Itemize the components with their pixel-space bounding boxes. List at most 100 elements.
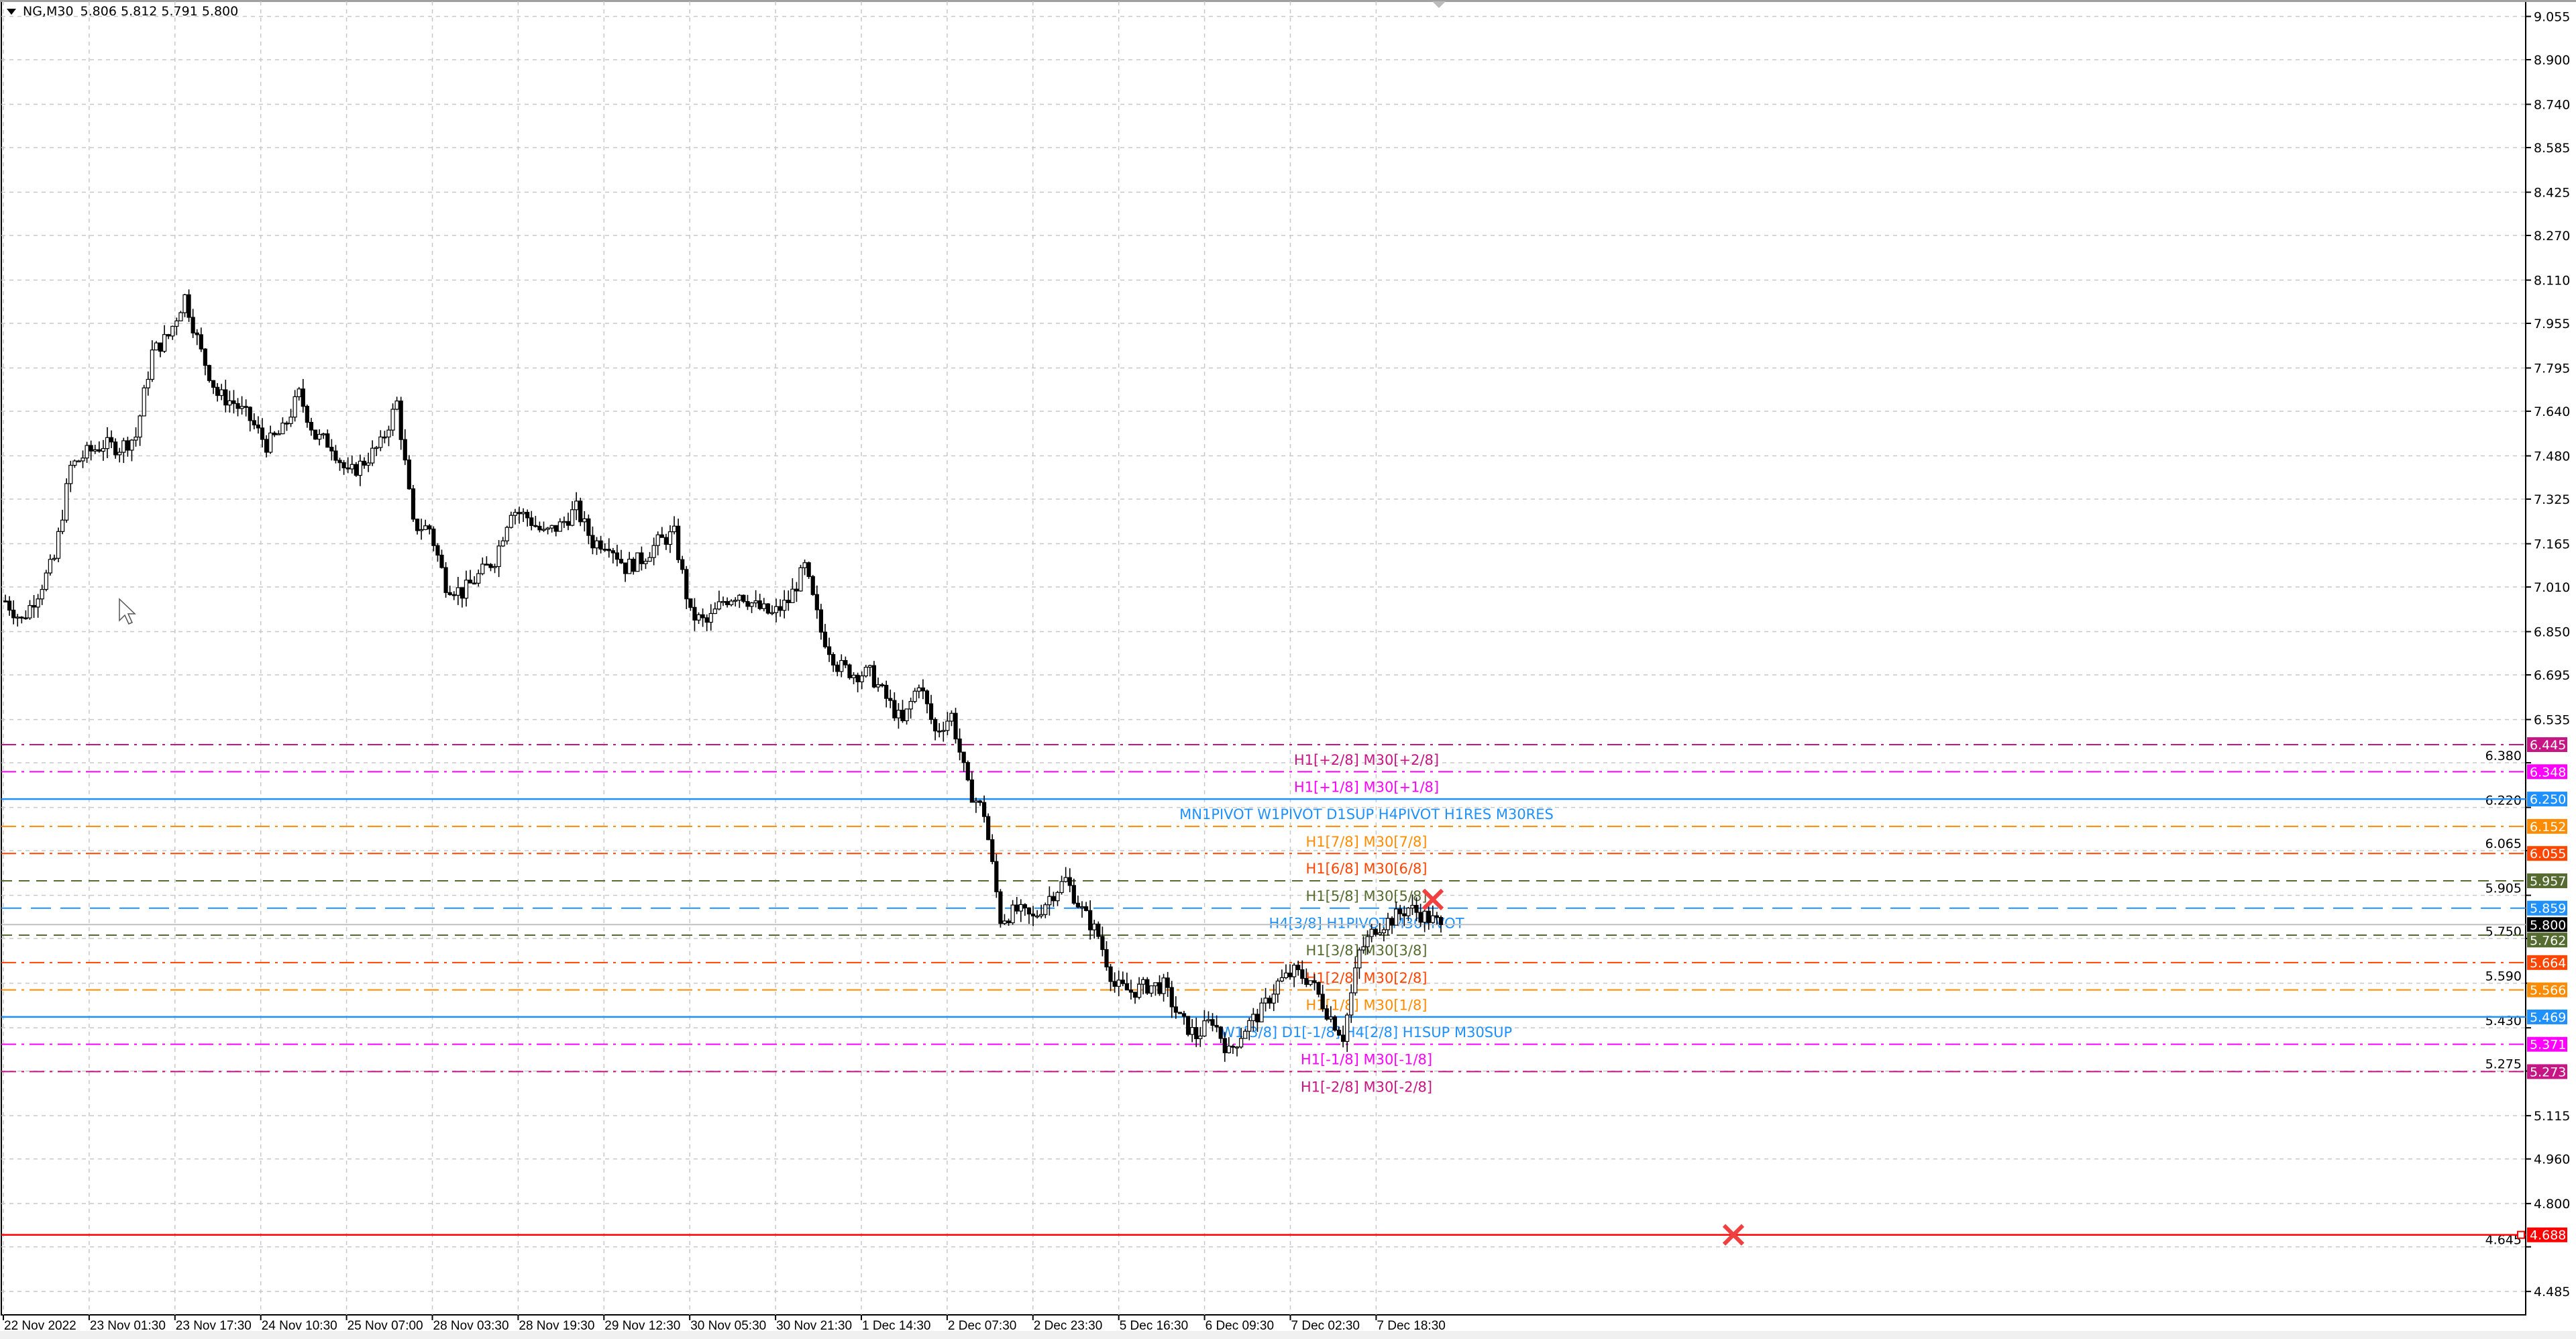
level-label: H1[+1/8] M30[+1/8] bbox=[1294, 779, 1439, 795]
candle bbox=[521, 512, 526, 515]
candle bbox=[1120, 979, 1125, 984]
candle bbox=[631, 558, 636, 572]
price-tag-label: 6.152 bbox=[2530, 820, 2566, 835]
candle bbox=[297, 388, 301, 397]
candle bbox=[1292, 965, 1297, 977]
candle bbox=[423, 525, 428, 531]
candle bbox=[900, 710, 905, 721]
candle bbox=[773, 606, 779, 613]
candle bbox=[610, 550, 615, 553]
level-label: H1[7/8] M30[7/8] bbox=[1305, 834, 1427, 850]
price-tag-label: 5.664 bbox=[2530, 956, 2566, 971]
candle bbox=[1398, 908, 1403, 914]
level-label: H1[-1/8] M30[-1/8] bbox=[1301, 1052, 1432, 1068]
candle bbox=[301, 388, 305, 407]
candle bbox=[1287, 972, 1293, 977]
candle bbox=[407, 460, 411, 490]
candle bbox=[1316, 982, 1321, 995]
candle bbox=[492, 566, 497, 568]
candle bbox=[969, 780, 974, 803]
candle bbox=[794, 588, 799, 592]
candle bbox=[178, 312, 183, 321]
candle bbox=[696, 614, 701, 621]
candle bbox=[1141, 979, 1146, 985]
price-tag-label: 4.688 bbox=[2530, 1228, 2566, 1243]
candle bbox=[1185, 1016, 1191, 1035]
candle bbox=[1063, 877, 1068, 882]
candle bbox=[986, 816, 991, 841]
candle bbox=[19, 617, 24, 619]
candle bbox=[256, 424, 261, 429]
candle bbox=[937, 731, 942, 733]
candle bbox=[85, 445, 89, 459]
price-tag bbox=[2527, 792, 2567, 807]
candle bbox=[855, 674, 860, 682]
x-tick-label: 23 Nov 01:30 bbox=[90, 1319, 166, 1333]
candle bbox=[211, 380, 216, 388]
candle bbox=[712, 608, 717, 614]
triangle-down-icon[interactable] bbox=[7, 8, 16, 15]
price-tag-label: 5.859 bbox=[2530, 902, 2566, 916]
y-tick-label: 5.430 bbox=[2485, 1014, 2522, 1028]
candle bbox=[93, 449, 97, 451]
candle bbox=[957, 738, 962, 753]
candle bbox=[716, 601, 722, 610]
candle bbox=[651, 545, 656, 558]
candle bbox=[965, 762, 970, 781]
candle bbox=[517, 512, 522, 515]
candle bbox=[594, 540, 599, 549]
x-tick-label: 28 Nov 19:30 bbox=[519, 1319, 594, 1333]
candle bbox=[411, 488, 416, 520]
y-tick-label: 8.110 bbox=[2534, 274, 2570, 288]
y-tick-label: 6.380 bbox=[2485, 749, 2522, 763]
chart-header: NG,M30 5.806 5.812 5.791 5.800 bbox=[7, 4, 238, 19]
candle bbox=[415, 519, 420, 531]
candle bbox=[896, 710, 901, 718]
candle bbox=[1271, 994, 1276, 1004]
candle bbox=[1234, 1047, 1240, 1049]
candle bbox=[1222, 1038, 1227, 1053]
y-tick-label: 7.480 bbox=[2534, 449, 2570, 464]
candle bbox=[1161, 977, 1166, 994]
candle bbox=[1373, 928, 1378, 935]
y-tick-label: 6.065 bbox=[2485, 837, 2522, 851]
chart-shift-marker-icon[interactable] bbox=[1432, 1, 1446, 8]
price-tag bbox=[2527, 1227, 2567, 1242]
price-tag-label: 6.055 bbox=[2530, 847, 2566, 861]
candle bbox=[133, 436, 138, 441]
candle bbox=[1059, 881, 1064, 894]
candle bbox=[447, 592, 452, 595]
candle bbox=[382, 436, 387, 439]
candle bbox=[158, 342, 163, 352]
candle bbox=[1377, 932, 1382, 935]
candle bbox=[366, 462, 371, 466]
level-label: H4[3/8] H1PIVOT M30PIVOT bbox=[1269, 916, 1464, 932]
candle bbox=[1214, 1024, 1219, 1028]
candle bbox=[1051, 896, 1056, 902]
candle bbox=[1088, 910, 1093, 930]
price-tag-label: 5.957 bbox=[2530, 874, 2566, 889]
candle bbox=[219, 389, 224, 396]
candle bbox=[341, 462, 346, 469]
candle bbox=[570, 509, 575, 526]
candle bbox=[614, 552, 620, 560]
candle bbox=[1149, 985, 1154, 994]
candle bbox=[574, 500, 579, 511]
level-label: H1[5/8] M30[5/8] bbox=[1305, 888, 1427, 904]
candle bbox=[394, 400, 399, 410]
candle bbox=[68, 465, 73, 484]
candle bbox=[1340, 1034, 1346, 1042]
candle bbox=[345, 467, 350, 470]
candle bbox=[1194, 1027, 1199, 1039]
price-tag-label: 6.348 bbox=[2530, 765, 2566, 780]
candle bbox=[358, 460, 363, 476]
x-tick-label: 30 Nov 21:30 bbox=[776, 1319, 852, 1333]
candle bbox=[1181, 1013, 1187, 1017]
candle bbox=[44, 572, 48, 590]
price-tag-label: 5.762 bbox=[2530, 933, 2566, 948]
candle bbox=[244, 406, 248, 408]
candle bbox=[590, 535, 595, 549]
candle bbox=[928, 703, 934, 720]
line-handle bbox=[2517, 1230, 2525, 1239]
